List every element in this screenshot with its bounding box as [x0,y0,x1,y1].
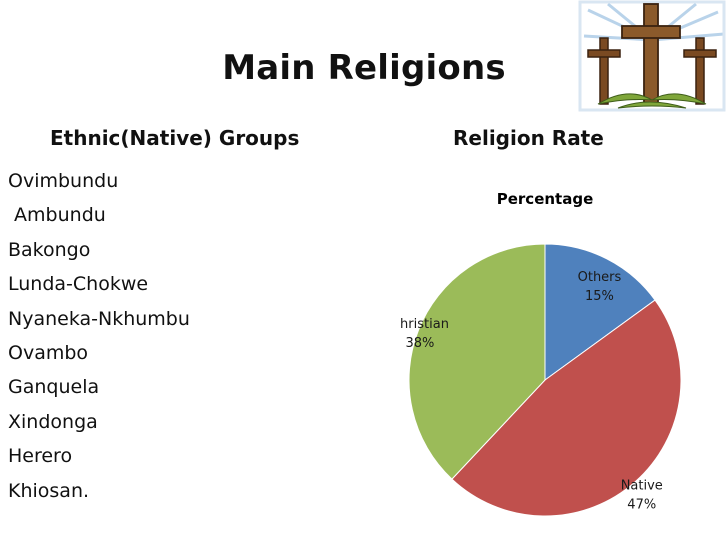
pie-label-native: Native [621,478,663,493]
pie-label-others: Others [578,270,622,285]
ethnic-group-item: Xindonga [8,410,98,433]
pie-slice-others [544,243,656,381]
pie-slice-native [451,299,682,517]
ethnic-group-item: Ganquela [8,376,100,399]
religion-rate-heading: Religion Rate [453,126,604,150]
pie-value-christian: 38% [406,336,435,351]
ethnic-group-item: Lunda-Chokwe [8,273,149,296]
ethnic-group-item: Bakongo [8,238,91,261]
ethnic-group-item: Herero [8,445,73,468]
ethnic-group-item: Ovimbundu [8,170,119,192]
ethnic-group-item: Khiosan. [8,479,90,502]
slide-title: Main Religions [222,48,506,88]
pie-value-native: 47% [627,497,656,512]
ethnic-group-item: Nyaneka-Nkhumbu [8,307,190,330]
pie-labels: Others 15% Native 47% Christian 38% [400,270,663,513]
religion-pie-chart: Percentage Others 15% Native 47% Christian 38… [400,190,682,517]
crosses-icon [578,0,726,112]
ethnic-group-item: Ambundu [8,204,106,227]
pie-label-christian: Christian [400,317,449,332]
ethnic-groups-list: Ovimbundu Ambundu Bakongo Lunda-Chokwe N… [8,164,190,508]
pie-slices [408,243,682,517]
ethnic-group-item: Ovambo [8,341,89,364]
pie-slice-christian [408,243,546,480]
pie-value-others: 15% [585,289,614,304]
chart-title: Percentage [497,190,594,208]
ethnic-groups-heading: Ethnic(Native) Groups [50,126,300,150]
